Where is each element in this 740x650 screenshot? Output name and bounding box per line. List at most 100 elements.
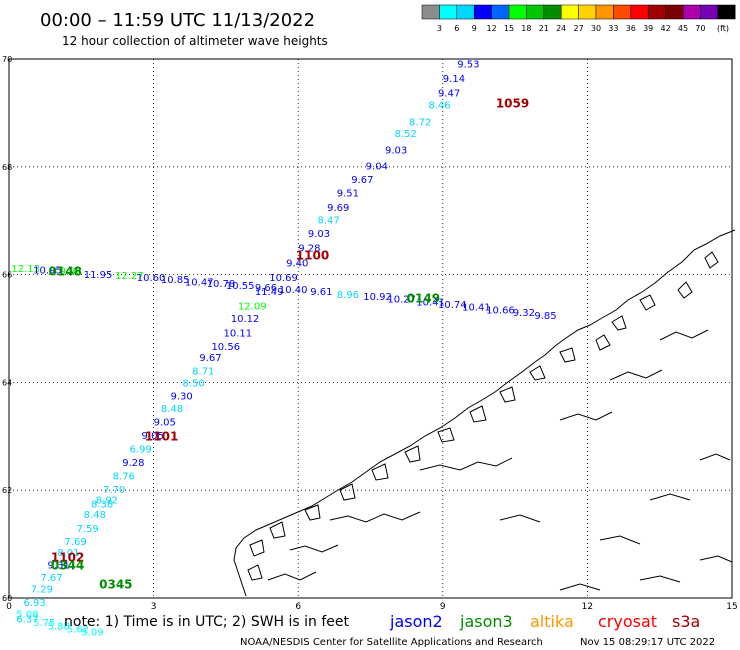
legend-swatch	[682, 4, 701, 20]
legend-swatch	[421, 4, 440, 20]
legend-label: 45	[678, 24, 688, 33]
wave-height-label: 9.47	[438, 89, 460, 100]
wave-height-label: 5.08	[16, 609, 38, 620]
x-tick-label: 3	[151, 602, 157, 612]
wave-height-label: 10.11	[223, 329, 252, 340]
y-tick-label: 68	[2, 163, 12, 172]
wave-height-label: 11.49	[255, 287, 284, 298]
map-title: 00:00 – 11:59 UTC 11/13/2022	[40, 10, 315, 31]
legend-label: 15	[504, 24, 514, 33]
satellite-legend-s3a: s3a	[672, 612, 700, 631]
y-tick-label: 60	[2, 594, 12, 603]
legend-swatch	[526, 4, 545, 20]
wave-height-label: 9.40	[286, 259, 308, 270]
y-tick-label: 64	[2, 378, 12, 387]
wave-height-label: 9.53	[457, 60, 479, 71]
pass-time-label: 1059	[496, 97, 529, 111]
wave-height-label: 8.76	[113, 471, 135, 482]
coastline	[233, 229, 736, 597]
wave-height-label: 10.41	[462, 303, 491, 314]
wave-height-label: 8.01	[57, 548, 79, 559]
legend-label: 18	[521, 24, 531, 33]
plot-frame	[8, 58, 733, 599]
legend-swatch	[613, 4, 632, 20]
legend-swatch	[543, 4, 562, 20]
wave-height-label: 5.88	[48, 621, 70, 632]
x-tick-label: 0	[6, 602, 12, 612]
pass-time-label: 1102	[51, 550, 84, 564]
x-tick-label: 12	[582, 602, 593, 612]
legend-labels: 3 6 9 12 15 18 21 24 27 30 33 36 39 42 45 70	[437, 24, 706, 33]
wave-height-label: 5.75	[33, 618, 55, 629]
legend-label: 36	[626, 24, 636, 33]
legend-label: 6	[454, 24, 459, 33]
wave-height-label: 8.92	[96, 496, 118, 507]
wave-height-label: 10.47	[185, 277, 214, 288]
wave-height-label: 9.03	[385, 145, 407, 156]
wave-height-label: 6.99	[130, 444, 152, 455]
legend-swatch	[560, 4, 579, 20]
legend-label: 9	[472, 24, 477, 33]
wave-height-label: 5.09	[81, 628, 103, 639]
wave-height-label: 8.96	[337, 290, 359, 301]
pass-time-label: 0148	[49, 265, 82, 279]
legend-swatch	[491, 4, 510, 20]
legend-swatch	[630, 4, 649, 20]
wave-height-label: 9.67	[199, 353, 221, 364]
x-tick-label: 9	[440, 602, 446, 612]
legend-label: 33	[608, 24, 618, 33]
y-axis-ticks: 60 62 64 66 68 70	[2, 55, 12, 603]
y-tick-label: 62	[2, 486, 12, 495]
legend-label: 39	[643, 24, 653, 33]
legend-swatch	[473, 4, 492, 20]
wave-height-label: 8.48	[84, 510, 106, 521]
wave-height-label: 7.29	[31, 585, 53, 596]
wave-height-label: 8.71	[192, 366, 214, 377]
wave-height-label: 6.37	[16, 614, 38, 625]
wave-height-label: 9.03	[308, 229, 330, 240]
wave-height-label: 9.30	[170, 392, 192, 403]
legend-label: 30	[591, 24, 601, 33]
legend-swatch	[456, 4, 475, 20]
wave-height-label: 10.41	[416, 297, 445, 308]
wave-height-label: 7.69	[64, 537, 86, 548]
x-axis-ticks: 0 3 6 9 12 15	[6, 602, 738, 612]
wave-height-label: 9.32	[513, 308, 535, 319]
satellite-legend-jason2: jason2	[389, 612, 443, 631]
wave-height-label: 9.96	[60, 267, 82, 278]
y-tick-label: 70	[2, 55, 12, 64]
wave-height-label: 9.66	[255, 283, 277, 294]
footer-timestamp: Nov 15 08:29:17 UTC 2022	[580, 637, 715, 648]
wave-height-label: 8.50	[183, 379, 205, 390]
legend-swatch	[647, 4, 666, 20]
wave-height-label: 9.28	[122, 458, 144, 469]
legend-label: 3	[437, 24, 442, 33]
wave-height-label: 9.05	[154, 418, 176, 429]
wave-height-label: 10.40	[279, 285, 308, 296]
wave-height-label: 10.74	[438, 300, 467, 311]
gridlines	[9, 59, 732, 598]
wave-height-label: 7.70	[103, 485, 125, 496]
legend-swatch	[508, 4, 527, 20]
wave-height-label: 10.56	[211, 342, 240, 353]
y-tick-label: 66	[2, 271, 12, 280]
legend-unit: (ft)	[717, 24, 729, 33]
wave-height-label: 10.12	[231, 314, 260, 325]
map-subtitle: 12 hour collection of altimeter wave hei…	[62, 34, 328, 48]
wave-height-label: 8.38	[91, 499, 113, 510]
legend-swatch	[700, 4, 719, 20]
pass-time-label: 0345	[99, 577, 132, 591]
legend-swatch	[439, 4, 458, 20]
satellite-legend-altika: altika	[530, 612, 574, 631]
wave-height-label: 12.09	[238, 302, 267, 313]
wave-height-label: 10.55	[226, 281, 255, 292]
wave-height-label: 5.62	[67, 624, 89, 635]
wave-height-label: 12.13	[11, 264, 40, 275]
legend-swatch	[595, 4, 614, 20]
legend-label: 24	[556, 24, 566, 33]
wave-height-label: 9.67	[351, 175, 373, 186]
wave-height-label: 8.47	[317, 215, 339, 226]
wave-height-label: 7.59	[76, 524, 98, 535]
